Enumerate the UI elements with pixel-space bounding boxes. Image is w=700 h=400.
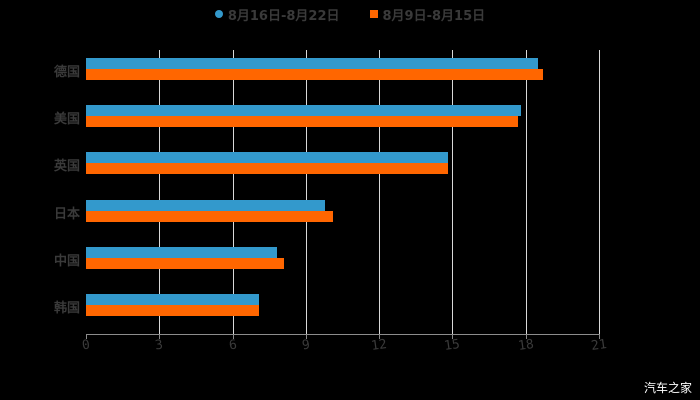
gridline — [305, 50, 307, 334]
gridline — [159, 50, 161, 334]
x-tick-label: 9 — [300, 337, 311, 354]
bar[interactable] — [86, 152, 448, 164]
x-tick — [232, 334, 234, 339]
category-label: 日本 — [53, 206, 80, 222]
x-tick — [159, 334, 161, 339]
category-label: 中国 — [53, 254, 80, 269]
x-tick — [305, 334, 307, 339]
bar[interactable] — [86, 199, 326, 211]
legend-label: 8月9日-8月15日 — [382, 8, 486, 24]
category-label: 英国 — [53, 159, 80, 175]
legend-label: 8月16日-8月22日 — [227, 8, 340, 24]
bar[interactable] — [86, 305, 260, 317]
x-tick — [379, 334, 381, 339]
x-tick-label: 12 — [370, 336, 388, 355]
chart-legend: 8月16日-8月22日 8月9日-8月15日 — [0, 4, 700, 24]
x-tick-label: 18 — [516, 336, 535, 355]
gridline — [525, 50, 527, 334]
x-tick-label: 15 — [443, 336, 462, 355]
x-axis-line — [86, 334, 600, 335]
watermark: 汽车之家 — [643, 381, 692, 395]
gridline — [599, 50, 600, 334]
x-tick-label: 0 — [81, 337, 91, 354]
legend-item-series2[interactable]: 8月9日-8月15日 — [369, 5, 486, 24]
category-label: 美国 — [53, 112, 80, 127]
x-tick-label: 3 — [154, 337, 165, 354]
x-tick — [525, 334, 527, 339]
category-label: 德国 — [53, 64, 80, 80]
bar[interactable] — [86, 116, 519, 127]
gridline — [232, 50, 234, 334]
gridline — [452, 50, 454, 334]
x-tick — [86, 334, 87, 339]
x-tick — [599, 334, 600, 339]
legend-dot-icon — [214, 10, 223, 18]
category-label: 韩国 — [53, 301, 80, 317]
bar[interactable] — [86, 247, 277, 258]
bar[interactable] — [86, 210, 333, 222]
legend-square-icon — [369, 10, 378, 18]
bar[interactable] — [86, 105, 521, 116]
legend-item-series1[interactable]: 8月16日-8月22日 — [214, 5, 340, 24]
plot-area — [86, 50, 600, 334]
x-tick-label: 21 — [590, 336, 608, 355]
gridline — [379, 50, 381, 334]
x-tick — [452, 334, 454, 339]
bar[interactable] — [86, 294, 260, 306]
bar[interactable] — [86, 57, 538, 69]
x-tick-label: 6 — [227, 337, 238, 354]
bar[interactable] — [86, 163, 448, 175]
bar[interactable] — [86, 258, 284, 269]
bar[interactable] — [86, 68, 543, 80]
